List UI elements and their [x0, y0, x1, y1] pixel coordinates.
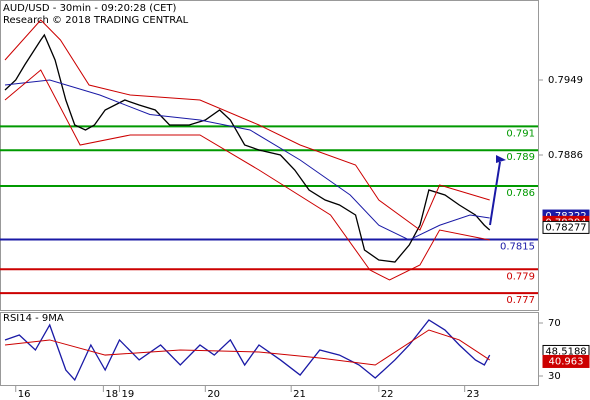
x-tick-label: 16 [18, 389, 31, 400]
price-panel [0, 0, 539, 311]
chart-title: AUD/USD - 30min - 09:20:28 (CET) [3, 3, 177, 14]
x-tick-label: 20 [207, 389, 220, 400]
series-line [4, 79, 490, 241]
x-tick-label: 21 [293, 389, 306, 400]
series-line [4, 329, 490, 366]
level-label: 0.789 [506, 152, 535, 163]
level-label: 0.777 [506, 295, 535, 306]
forecast-arrow [489, 161, 501, 226]
rsi-title: RSI14 - 9MA [3, 313, 64, 324]
price-tag-label: 40.963 [549, 356, 584, 367]
y-tick-label: 0.7886 [548, 150, 583, 161]
series-line [4, 319, 491, 382]
y-tick-label: 0.7949 [548, 75, 583, 86]
x-tick-label: 23 [467, 389, 480, 400]
level-label: 0.791 [506, 128, 535, 139]
series-line [4, 19, 490, 231]
level-label: 0.786 [506, 188, 535, 199]
rsi-panel [0, 312, 539, 386]
x-tick-label: 22 [381, 389, 394, 400]
chart-subtitle: Research © 2018 TRADING CENTRAL [3, 15, 189, 26]
price-tag-label: 48.5188 [545, 346, 586, 357]
level-label: 0.779 [506, 271, 535, 282]
level-label: 0.7815 [500, 242, 535, 253]
price-tag [542, 354, 590, 368]
price-tag [542, 220, 590, 234]
x-tick-label: 19 [121, 389, 134, 400]
x-tick-label: 18 [105, 389, 118, 400]
series-line [4, 69, 490, 281]
y-tick-label: 70 [548, 318, 561, 329]
price-tag-label: 0.78277 [545, 222, 586, 233]
arrow-head [496, 155, 506, 163]
y-tick-label: 30 [548, 371, 561, 382]
